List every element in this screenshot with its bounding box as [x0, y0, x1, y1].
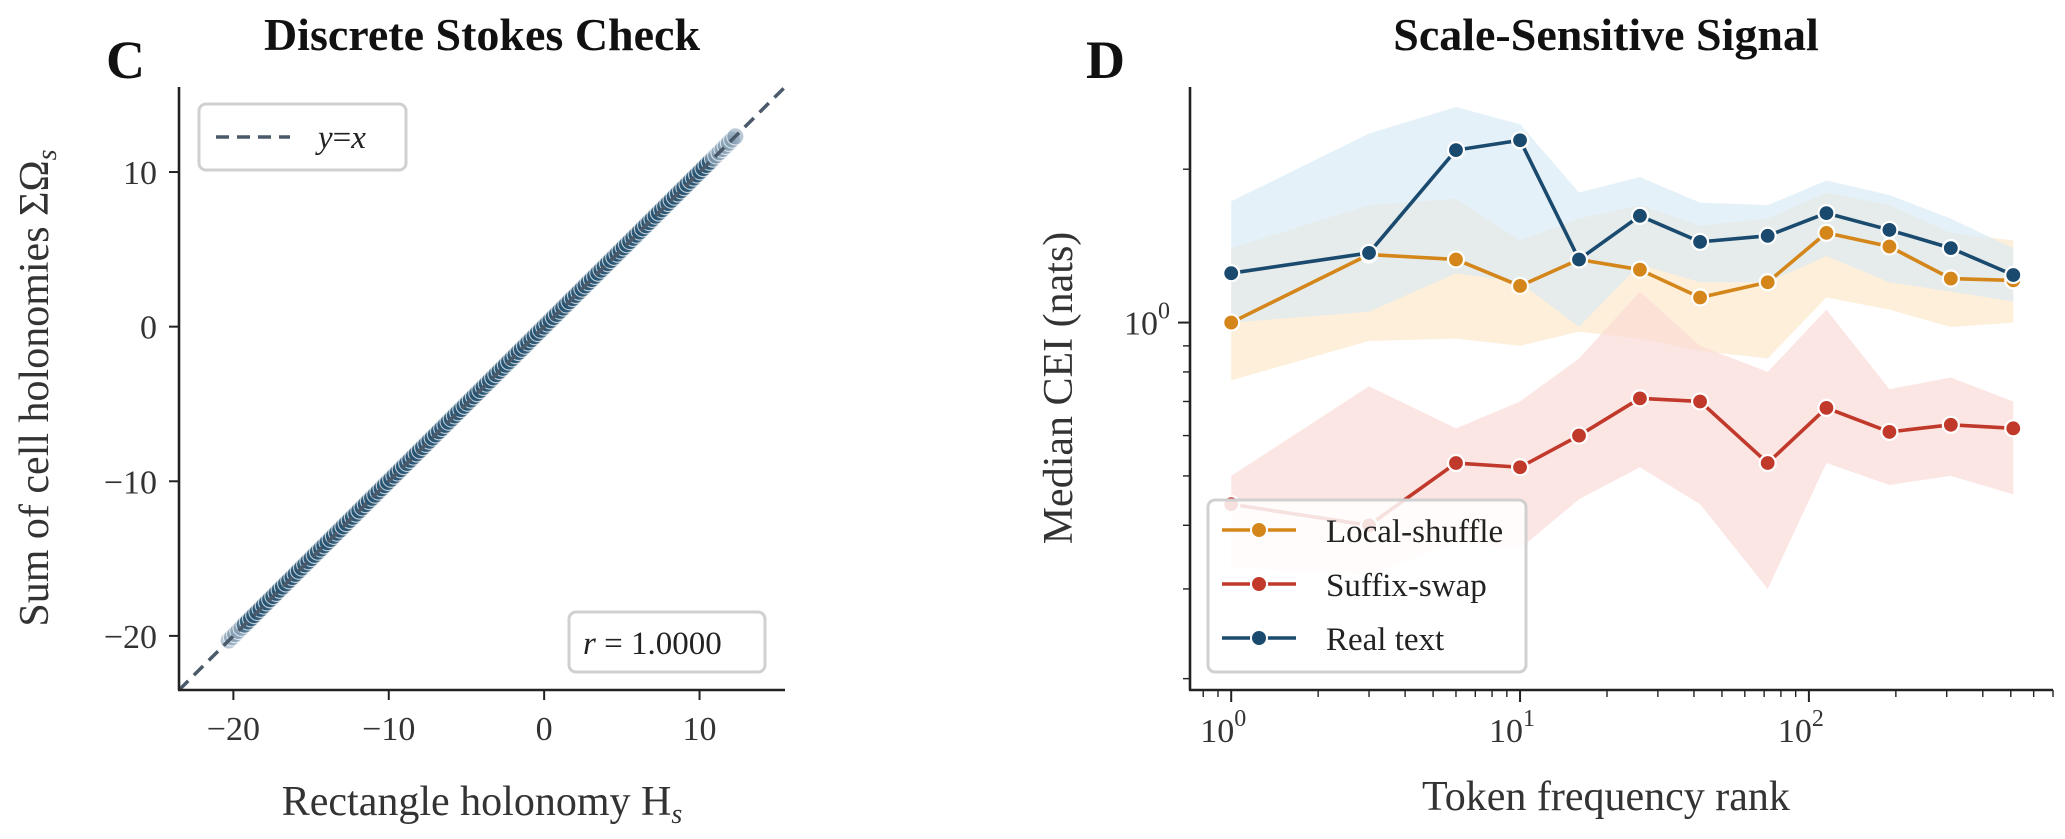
panel-d-marker [1630, 260, 1650, 279]
panel-d-marker [1359, 243, 1379, 263]
panel-d-marker [2004, 419, 2023, 438]
panel-c-y-tick-label: 10 [123, 155, 157, 192]
panel-d-title: Scale-Sensitive Signal [1393, 9, 1819, 60]
panel-c-y-tick-label: −10 [104, 464, 157, 501]
panel-c-x-tick-label: 10 [683, 711, 717, 748]
panel-c-x-axis-label-main: Rectangle holonomy H [282, 779, 672, 825]
panel-c-r-annotation: r = 1.0000 [567, 610, 767, 674]
panel-d-marker [2004, 265, 2023, 285]
panel-d-marker [1817, 223, 1836, 242]
panel-c-x-tick-label: −20 [207, 711, 260, 748]
panel-d-y-tick-label: 100 [1124, 299, 1170, 343]
panel-c-legend-box [197, 102, 408, 172]
panel-d-marker [1510, 131, 1530, 150]
panel-c-x-tick-label: 0 [536, 711, 553, 748]
panel-d-marker [1758, 226, 1777, 245]
panel-c-ticks: −20 −10 0 10 −20 −10 0 10 [104, 155, 717, 748]
panel-d-legend-marker [1250, 575, 1268, 593]
panel-d-marker [1880, 422, 1899, 442]
panel-d-x-tick-label: 100 [1200, 706, 1246, 750]
panel-d-marker [1690, 288, 1710, 307]
panel-d-marker [1758, 453, 1777, 473]
panel-c-y-axis-label: Sum of cell holonomies ΣΩs [12, 149, 63, 626]
panel-d-marker [1817, 204, 1836, 223]
panel-d-marker [1510, 458, 1530, 477]
panel-c-x-axis-label: Rectangle holonomy Hs [282, 779, 683, 830]
panel-c-y-axis-label-sub: s [32, 149, 63, 160]
panel-c-y-axis-label-main: Sum of cell holonomies ΣΩ [12, 160, 58, 626]
panel-c: C Discrete Stokes Check −20 −10 0 10 −20 −10 0… [12, 9, 787, 830]
panel-d-band [1231, 106, 2014, 328]
panel-d-legend-label: Real text [1326, 622, 1444, 658]
panel-d-marker [1880, 220, 1899, 240]
panel-c-legend-label: y=x [315, 120, 366, 156]
panel-d-marker [1446, 250, 1466, 269]
panel-c-r-box [567, 610, 767, 674]
panel-d-series-line [1230, 396, 2014, 528]
panel-d-marker [1630, 206, 1650, 225]
panel-d-marker [1222, 264, 1241, 283]
panel-d-marker [1941, 415, 1960, 434]
panel-d-marker [1817, 398, 1836, 417]
panel-d-legend-label: Local-shuffle [1326, 514, 1503, 550]
panel-c-r-text: r = 1.0000 [583, 626, 722, 662]
panel-d-marker [1690, 232, 1710, 251]
panel-d-y-axis-label: Median CEI (nats) [1036, 232, 1082, 545]
panel-d-legend-marker [1250, 629, 1268, 647]
panel-d: D Scale-Sensitive Signal 100 101 102 100 To… [1036, 9, 2054, 820]
panel-d-marker [1446, 453, 1466, 473]
panel-c-x-axis-label-sub: s [671, 799, 682, 830]
panel-c-title: Discrete Stokes Check [264, 9, 700, 60]
panel-d-marker [1941, 269, 1960, 288]
panel-d-legend: Local-shuffle Suffix-swap Real text [1206, 498, 1528, 674]
panel-d-legend-label: Suffix-swap [1326, 568, 1487, 604]
panel-d-series-line [1230, 231, 2014, 325]
panel-d-marker [1630, 389, 1650, 408]
panel-c-y-tick-label: 0 [140, 310, 157, 347]
panel-d-x-tick-label: 101 [1489, 706, 1535, 750]
panel-d-marker [1941, 239, 1960, 258]
panel-letter-c: C [106, 30, 145, 90]
panel-c-reference-line [177, 85, 787, 692]
panel-c-y-tick-label: −20 [104, 619, 157, 656]
panel-c-y-equals-x-line [177, 85, 787, 692]
panel-c-x-tick-label: −10 [362, 711, 415, 748]
panel-d-marker [1880, 237, 1899, 256]
panel-d-marker [1569, 426, 1589, 445]
panel-d-marker [1222, 313, 1241, 332]
panel-d-lines [1222, 131, 2023, 535]
panel-d-legend-marker [1250, 521, 1268, 539]
panel-d-marker [1690, 392, 1710, 411]
panel-d-legend-box [1206, 498, 1528, 674]
panel-d-marker [1446, 141, 1466, 160]
panel-d-x-tick-label: 102 [1778, 706, 1824, 750]
panel-d-series-line [1230, 138, 2014, 277]
panel-d-ticks: 100 101 102 100 [1124, 168, 2054, 750]
panel-c-legend: y=x [197, 102, 408, 172]
panel-d-x-axis-label: Token frequency rank [1422, 774, 1790, 820]
panel-letter-d: D [1086, 30, 1125, 90]
panel-d-marker [1569, 250, 1589, 269]
panel-d-marker [1758, 273, 1777, 292]
panel-d-marker [1510, 276, 1530, 296]
